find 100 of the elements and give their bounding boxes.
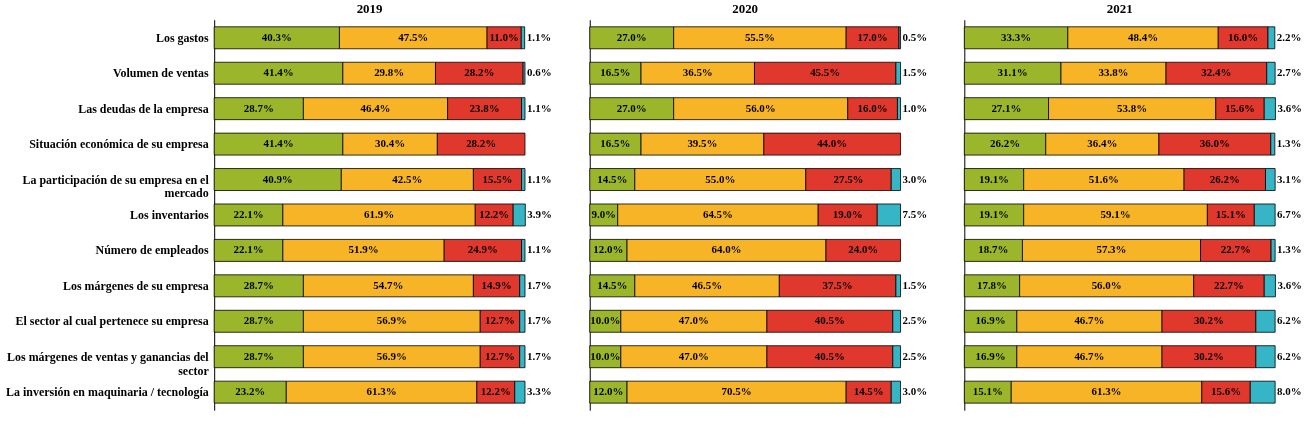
y-tick-label: Los márgenes de ventas y ganancias del sector [7, 349, 210, 378]
data-label: 31.1% [997, 66, 1028, 79]
data-label: 27.0% [616, 30, 647, 43]
data-label: 19.1% [978, 172, 1010, 185]
data-label: 27.5% [833, 172, 864, 185]
data-label: 3.1% [1277, 172, 1302, 185]
data-label: 10.0% [590, 314, 621, 327]
data-label: 70.5% [721, 385, 752, 398]
data-label: 14.9% [481, 278, 512, 291]
data-label: 51.6% [1088, 172, 1119, 185]
data-label: 28.2% [464, 66, 495, 79]
chart-title: 2019 [356, 0, 383, 16]
data-label: 23.2% [235, 385, 266, 398]
data-label: 53.8% [1117, 101, 1148, 114]
data-label: 1.7% [526, 349, 552, 362]
data-label: 2.5% [902, 349, 928, 362]
data-label: 55.0% [705, 172, 736, 185]
data-label: 2.2% [1276, 30, 1302, 43]
data-label: 3.0% [902, 172, 928, 185]
data-label: 47.0% [678, 349, 709, 362]
data-label: 12.0% [593, 385, 624, 398]
data-label: 32.4% [1201, 66, 1232, 79]
data-label: 36.4% [1087, 137, 1118, 150]
data-label: 3.6% [1277, 278, 1303, 291]
data-label: 42.5% [392, 172, 423, 185]
data-label: 61.3% [366, 385, 397, 398]
data-label: 6.2% [1277, 349, 1302, 362]
data-label: 29.8% [374, 66, 405, 79]
data-label: 18.7% [978, 243, 1009, 256]
data-label: 3.3% [526, 385, 552, 398]
data-label: 16.9% [975, 349, 1006, 362]
y-tick-label: Los gastos [155, 30, 210, 45]
data-label: 64.0% [711, 243, 742, 256]
data-label: 28.7% [243, 349, 274, 362]
data-label: 6.7% [1277, 207, 1302, 220]
y-tick-label: Número de empleados [95, 243, 210, 258]
data-label: 15.6% [1210, 385, 1242, 398]
data-label: 28.7% [243, 278, 274, 291]
data-label: 28.7% [243, 101, 274, 114]
data-label: 26.2% [989, 137, 1021, 150]
data-label: 22.1% [233, 243, 264, 256]
y-tick-label: Los inventarios [130, 207, 210, 222]
data-label: 9.0% [591, 207, 617, 220]
data-label: 28.2% [466, 137, 497, 150]
data-label: 33.8% [1098, 66, 1129, 79]
data-label: 26.2% [1209, 172, 1240, 185]
data-label: 6.2% [1277, 314, 1302, 327]
data-label: 30.4% [375, 137, 406, 150]
data-label: 2.5% [902, 314, 928, 327]
data-label: 48.4% [1127, 30, 1159, 43]
data-label: 46.4% [360, 101, 391, 114]
data-label: 16.5% [600, 137, 631, 150]
data-label: 17.8% [976, 278, 1008, 291]
data-label: 12.7% [484, 314, 516, 327]
y-tick-label: Volumen de ventas [112, 66, 210, 81]
data-label: 1.7% [526, 314, 552, 327]
data-label: 12.7% [484, 349, 516, 362]
data-label: 1.0% [902, 101, 928, 114]
data-label: 27.0% [616, 101, 647, 114]
data-label: 1.3% [1276, 137, 1302, 150]
data-label: 14.5% [597, 172, 628, 185]
data-label: 23.8% [469, 101, 500, 114]
data-label: 47.5% [398, 30, 429, 43]
data-label: 15.1% [972, 385, 1003, 398]
data-label: 46.7% [1074, 349, 1105, 362]
data-label: 51.9% [348, 243, 379, 256]
data-label: 46.5% [692, 278, 723, 291]
data-label: 55.5% [744, 30, 775, 43]
data-label: 40.3% [261, 30, 292, 43]
data-label: 1.5% [902, 66, 928, 79]
data-label: 59.1% [1100, 207, 1131, 220]
data-label: 14.5% [597, 278, 628, 291]
y-tick-label: El sector al cual pertenece su empresa [15, 314, 209, 329]
data-label: 37.5% [822, 278, 853, 291]
y-tick-label: Situación económica de su empresa [29, 137, 209, 152]
data-label: 56.9% [376, 349, 407, 362]
data-label: 40.9% [262, 172, 293, 185]
data-label: 54.7% [373, 278, 404, 291]
data-label: 3.9% [527, 207, 552, 220]
data-label: 45.5% [810, 66, 841, 79]
data-label: 61.9% [364, 207, 395, 220]
data-label: 16.5% [600, 66, 631, 79]
data-label: 41.4% [263, 137, 294, 150]
data-label: 19.0% [832, 207, 863, 220]
data-label: 22.1% [233, 207, 264, 220]
data-label: 24.0% [848, 243, 879, 256]
data-label: 8.0% [1277, 385, 1302, 398]
data-label: 11.0% [489, 30, 519, 43]
data-label: 28.7% [243, 314, 274, 327]
data-label: 56.0% [1091, 278, 1122, 291]
data-label: 16.0% [857, 101, 888, 114]
chart-title: 2021 [1106, 0, 1133, 16]
data-label: 36.5% [682, 66, 713, 79]
data-label: 24.9% [467, 243, 498, 256]
y-tick-label: Los márgenes de su empresa [63, 278, 209, 293]
data-label: 41.4% [263, 66, 294, 79]
data-label: 40.5% [814, 349, 845, 362]
data-label: 1.1% [526, 243, 552, 256]
data-label: 2.7% [1277, 66, 1302, 79]
data-label: 36.0% [1199, 137, 1230, 150]
